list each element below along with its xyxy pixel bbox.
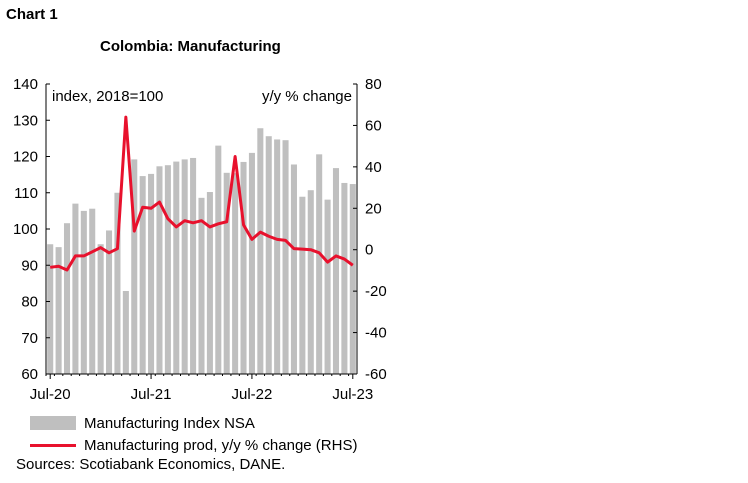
bar-Aug-21 <box>156 166 163 374</box>
bar-Mar-21 <box>114 192 121 374</box>
bar-Jan-23 <box>299 196 306 374</box>
x-tick-label: Jul-23 <box>332 386 373 403</box>
bar-Jul-22 <box>248 152 255 375</box>
bar-Jun-21 <box>139 176 146 374</box>
right-tick-label: -60 <box>365 366 387 383</box>
left-tick-label: 70 <box>21 330 38 347</box>
bar-Dec-21 <box>190 157 197 374</box>
x-axis-ticks: Jul-20 Jul-21 Jul-22 Jul-23 <box>30 374 373 403</box>
bar-Apr-22 <box>223 172 230 374</box>
left-tick-label: 80 <box>21 294 38 311</box>
left-tick-label: 60 <box>21 366 38 383</box>
bar-Aug-22 <box>257 128 264 374</box>
chart-label: Chart 1 <box>6 6 58 23</box>
right-tick-label: 0 <box>365 242 373 259</box>
left-tick-label: 100 <box>13 221 38 238</box>
bar-Jun-23 <box>341 182 348 374</box>
bar-Aug-20 <box>55 247 62 375</box>
bar-Oct-20 <box>72 203 79 375</box>
left-axis-annotation: index, 2018=100 <box>52 88 163 105</box>
right-tick-label: -20 <box>365 283 387 300</box>
legend-label-bars: Manufacturing Index NSA <box>84 414 255 432</box>
bar-Sep-21 <box>164 165 171 374</box>
bar-Nov-20 <box>80 210 87 375</box>
bar-May-23 <box>332 168 340 374</box>
bar-Dec-22 <box>290 164 297 374</box>
bar-Apr-23 <box>324 199 331 374</box>
bar-Sep-20 <box>63 223 71 374</box>
bar-May-21 <box>131 159 138 374</box>
bar-Jul-23 <box>349 184 356 374</box>
bar-Sep-22 <box>265 136 272 374</box>
bar-Feb-22 <box>206 192 213 374</box>
chart-title: Colombia: Manufacturing <box>100 38 281 55</box>
source-note: Sources: Scotiabank Economics, DANE. <box>16 456 286 473</box>
bar-Dec-20 <box>89 208 96 374</box>
bar-Apr-21 <box>122 290 129 374</box>
bar-Feb-21 <box>106 230 113 374</box>
left-tick-label: 90 <box>21 257 38 274</box>
right-axis-ticks: -60 -40 -20 0 20 40 60 80 <box>353 76 387 383</box>
left-tick-label: 120 <box>13 149 38 166</box>
bar-Nov-21 <box>181 159 188 374</box>
right-tick-label: 40 <box>365 159 382 176</box>
left-axis-ticks: 60 70 80 90 100 110 120 130 140 <box>13 76 50 383</box>
x-tick-label: Jul-20 <box>30 386 71 403</box>
legend-label-line: Manufacturing prod, y/y % change (RHS) <box>84 436 358 454</box>
bar-Nov-22 <box>282 140 289 374</box>
left-tick-label: 110 <box>14 185 38 202</box>
legend-swatch-line <box>30 443 76 447</box>
x-tick-label: Jul-21 <box>131 386 172 403</box>
legend: Manufacturing Index NSA Manufacturing pr… <box>30 412 357 456</box>
yoy-line-points <box>50 117 353 271</box>
bar-Oct-21 <box>173 161 180 374</box>
bar-Jun-22 <box>240 161 247 374</box>
bar-series <box>47 128 356 375</box>
right-tick-label: -40 <box>365 325 387 342</box>
bar-Mar-23 <box>316 154 323 374</box>
left-tick-label: 130 <box>13 112 38 129</box>
bar-Jan-21 <box>97 244 104 374</box>
right-tick-label: 20 <box>365 200 382 217</box>
right-tick-label: 60 <box>365 117 382 134</box>
bar-May-22 <box>232 173 239 374</box>
bar-Jul-21 <box>148 173 155 374</box>
x-tick-label: Jul-22 <box>232 386 273 403</box>
bar-Jul-20 <box>47 244 54 374</box>
right-axis-annotation: y/y % change <box>262 88 352 105</box>
bar-Feb-23 <box>307 190 314 374</box>
legend-swatch-bar <box>30 416 76 430</box>
right-tick-label: 80 <box>365 76 382 93</box>
bar-Jan-22 <box>198 197 205 374</box>
bar-Mar-22 <box>215 145 222 375</box>
left-tick-label: 140 <box>13 76 38 93</box>
bar-Oct-22 <box>274 139 281 374</box>
legend-item-bars: Manufacturing Index NSA <box>30 412 357 434</box>
legend-item-line: Manufacturing prod, y/y % change (RHS) <box>30 434 357 456</box>
